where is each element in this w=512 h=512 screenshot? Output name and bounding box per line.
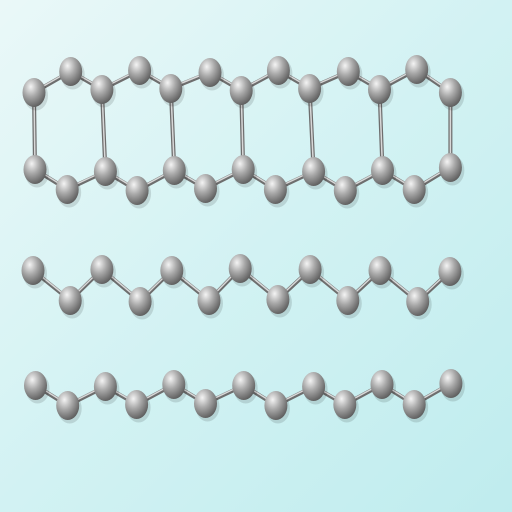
carbon-atom — [232, 371, 256, 400]
carbon-atom — [56, 391, 80, 420]
carbon-atom — [231, 155, 255, 184]
carbon-atom — [162, 156, 186, 185]
carbon-atom — [298, 74, 322, 103]
carbon-atom — [90, 255, 114, 284]
carbon-atom — [263, 175, 287, 204]
carbon-atom — [194, 389, 217, 418]
carbon-atom — [197, 286, 221, 315]
carbon-atom — [162, 370, 186, 399]
carbon-atom — [90, 75, 114, 104]
carbon-atom — [55, 175, 79, 204]
carbon-atom — [125, 176, 149, 205]
carbon-atom — [336, 57, 360, 86]
atom-layer — [21, 55, 465, 424]
carbon-atom — [402, 175, 426, 204]
carbon-atom — [128, 56, 152, 85]
carbon-atom — [336, 286, 360, 315]
carbon-atom — [438, 78, 462, 107]
carbon-atom — [438, 153, 462, 182]
carbon-atom — [438, 257, 462, 286]
carbon-atom — [298, 255, 322, 284]
carbon-atom — [266, 56, 290, 85]
carbon-atom — [59, 57, 83, 86]
carbon-atom — [160, 256, 184, 285]
carbon-atom — [333, 390, 357, 419]
carbon-atom — [93, 157, 117, 186]
carbon-atom — [93, 372, 117, 401]
carbon-atom — [264, 391, 288, 420]
carbon-atom — [439, 369, 463, 398]
carbon-atom — [125, 390, 149, 419]
carbon-atom — [22, 78, 46, 107]
carbon-atom — [24, 371, 47, 400]
carbon-atom — [333, 176, 357, 205]
carbon-atom — [58, 286, 82, 315]
carbon-atom — [406, 287, 430, 316]
carbon-atom — [229, 76, 253, 105]
carbon-atom — [368, 256, 392, 285]
carbon-atom — [198, 58, 222, 87]
carbon-atom — [302, 157, 326, 186]
carbon-atom — [266, 285, 290, 314]
carbon-atom — [371, 156, 394, 185]
carbon-atom — [368, 75, 391, 104]
carbon-atom — [159, 74, 183, 103]
carbon-atom — [402, 390, 426, 419]
carbon-atom — [21, 256, 45, 285]
carbon-atom — [23, 155, 47, 184]
carbon-atom — [302, 372, 326, 401]
carbon-atom — [370, 370, 394, 399]
carbon-atom — [128, 287, 152, 316]
carbon-atom — [194, 174, 217, 203]
carbon-atom — [228, 254, 252, 283]
carbon-atom — [405, 55, 429, 84]
